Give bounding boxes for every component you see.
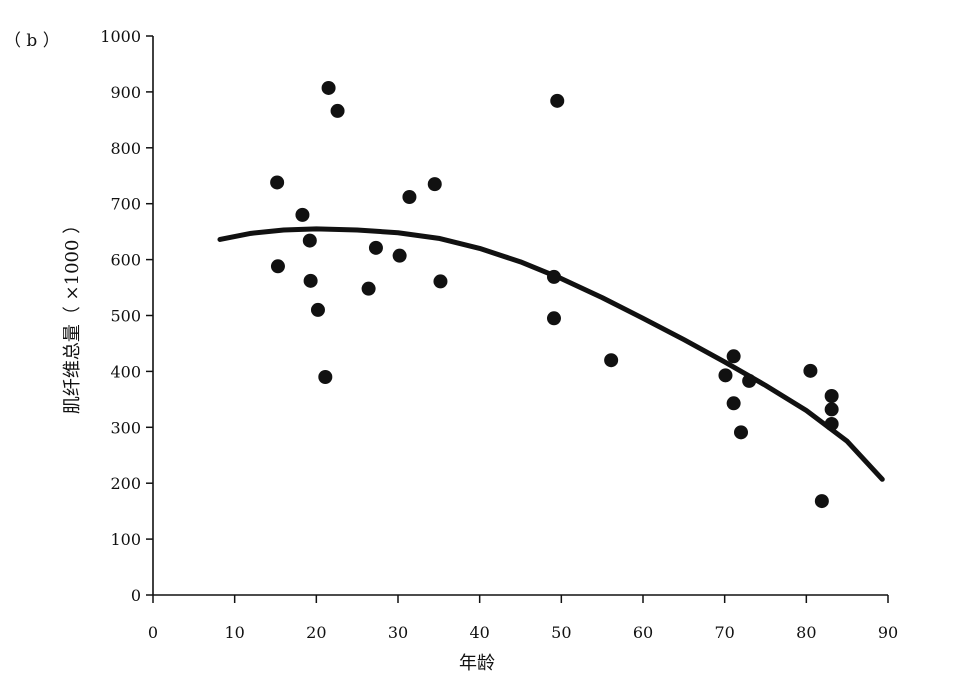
y-tick-label: 300 <box>110 418 141 437</box>
data-point <box>550 93 565 108</box>
x-tick-label: 90 <box>878 623 898 642</box>
data-point <box>368 240 383 255</box>
x-tick-label: 40 <box>469 623 489 642</box>
data-point <box>310 302 325 317</box>
data-point <box>427 177 442 192</box>
y-tick-label: 700 <box>110 195 141 214</box>
data-point <box>824 402 839 417</box>
y-tick-label: 1000 <box>100 27 141 46</box>
x-tick-label: 80 <box>796 623 816 642</box>
data-point <box>824 416 839 431</box>
data-points <box>270 80 839 509</box>
data-point <box>295 207 310 222</box>
data-point <box>361 281 376 296</box>
data-point <box>392 248 407 263</box>
data-point <box>546 269 561 284</box>
data-point <box>321 80 336 95</box>
y-tick-label: 800 <box>110 139 141 158</box>
data-point <box>734 425 748 440</box>
data-point <box>303 273 318 288</box>
y-tick-label: 600 <box>110 251 141 270</box>
y-tick-label: 0 <box>131 586 141 605</box>
y-tick-label: 400 <box>110 362 141 381</box>
panel-label: （ b ） <box>4 31 60 51</box>
data-point <box>814 494 829 509</box>
y-tick-label: 900 <box>110 83 141 102</box>
axes <box>152 36 888 596</box>
data-point <box>803 363 818 378</box>
data-point <box>824 388 839 403</box>
y-ticks: 0 100 200 300 400 500 600 700 800 900 1000 <box>100 27 153 605</box>
x-tick-label: 70 <box>714 623 734 642</box>
data-point <box>546 311 561 326</box>
data-point <box>726 349 741 364</box>
y-axis-title: 肌纤维总量（ ×1000 ） <box>62 216 83 414</box>
x-tick-label: 20 <box>306 623 326 642</box>
x-tick-label: 0 <box>148 623 158 642</box>
data-point <box>318 369 333 384</box>
data-point <box>402 189 417 204</box>
x-ticks: 0 10 20 30 40 50 60 70 80 90 <box>148 595 898 642</box>
data-point <box>726 396 741 411</box>
fit-curve <box>217 226 885 482</box>
y-tick-label: 500 <box>110 307 141 326</box>
data-point <box>718 368 733 383</box>
y-tick-label: 200 <box>110 474 141 493</box>
y-tick-label: 100 <box>110 530 141 549</box>
data-point <box>270 259 285 274</box>
x-axis-title: 年龄 <box>459 653 495 674</box>
x-tick-label: 50 <box>551 623 571 642</box>
x-tick-label: 10 <box>224 623 244 642</box>
x-tick-label: 30 <box>388 623 408 642</box>
data-point <box>270 175 285 190</box>
x-tick-label: 60 <box>633 623 653 642</box>
data-point <box>742 373 757 388</box>
data-point <box>330 103 345 118</box>
data-point <box>433 274 448 289</box>
data-point <box>302 233 317 248</box>
data-point <box>604 353 619 368</box>
